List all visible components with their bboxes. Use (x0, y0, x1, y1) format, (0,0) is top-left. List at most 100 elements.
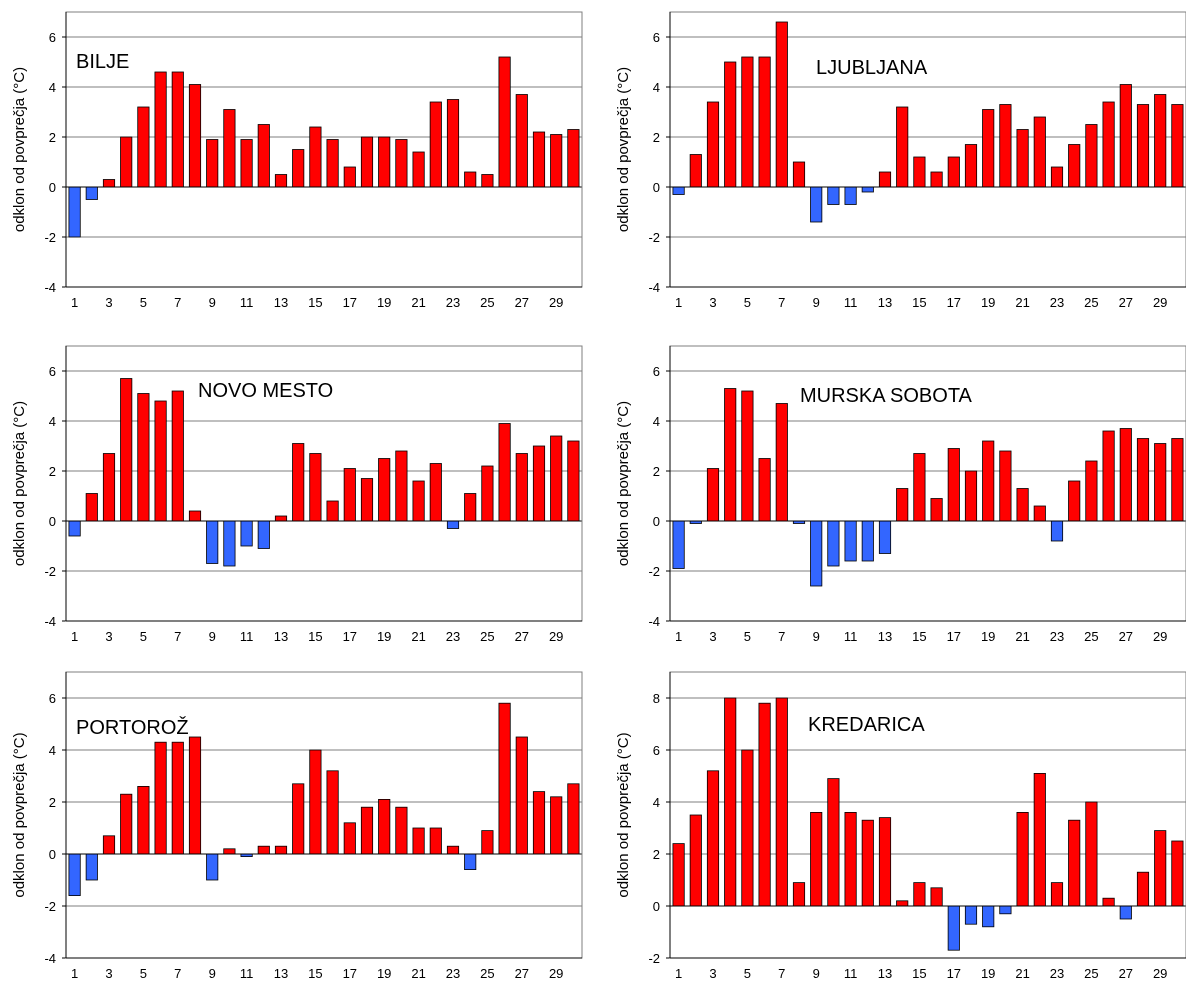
chart-title: KREDARICA (808, 714, 925, 736)
bar-day-30 (567, 783, 580, 855)
x-tick-label: 11 (240, 966, 254, 981)
bar-day-19 (982, 109, 995, 188)
bar-day-25 (1085, 124, 1098, 188)
bar-day-1 (68, 853, 81, 896)
bar-day-12 (861, 819, 874, 907)
bar-day-19 (982, 440, 995, 522)
bar-day-8 (792, 161, 806, 188)
x-tick-label: 29 (549, 295, 563, 310)
bar-day-5 (137, 393, 150, 522)
bar-day-18 (360, 806, 374, 855)
x-tick-label: 11 (844, 966, 858, 981)
bar-day-5 (137, 786, 150, 855)
bar-day-24 (1068, 819, 1081, 907)
x-tick-label: 27 (1119, 966, 1133, 981)
bar-day-22 (429, 101, 442, 188)
x-tick-label: 27 (1119, 629, 1133, 644)
bar-day-24 (464, 171, 477, 188)
bar-day-6 (154, 741, 167, 855)
bar-day-25 (481, 830, 494, 855)
bar-day-10 (223, 848, 236, 855)
y-tick-label: 4 (653, 414, 660, 429)
bar-day-20 (395, 139, 408, 188)
bar-day-22 (1033, 773, 1046, 907)
bar-day-4 (724, 697, 737, 907)
bar-day-16 (930, 498, 943, 522)
bar-day-7 (775, 403, 788, 522)
y-tick-label: 4 (49, 743, 56, 758)
bar-day-23 (446, 520, 460, 529)
x-tick-label: 9 (209, 295, 216, 310)
x-tick-label: 11 (844, 295, 858, 310)
x-tick-label: 23 (446, 629, 460, 644)
bar-day-16 (326, 139, 339, 188)
y-tick-label: 4 (49, 80, 56, 95)
bar-day-19 (378, 458, 391, 522)
y-tick-label: -2 (648, 230, 660, 245)
bar-day-18 (964, 905, 978, 925)
bar-day-8 (188, 84, 202, 188)
bar-day-3 (706, 468, 720, 522)
x-tick-label: 17 (947, 295, 961, 310)
y-tick-label: 4 (49, 414, 56, 429)
bar-day-12 (257, 520, 270, 549)
bar-day-4 (120, 793, 133, 855)
x-tick-label: 17 (947, 966, 961, 981)
chart-title: LJUBLJANA (816, 57, 928, 79)
bar-day-1 (68, 520, 81, 537)
x-tick-label: 29 (1153, 629, 1167, 644)
y-tick-label: 0 (653, 514, 660, 529)
y-tick-label: -4 (44, 614, 56, 629)
bar-day-23 (446, 99, 460, 188)
bar-day-27 (1119, 84, 1132, 188)
bar-day-14 (292, 443, 305, 522)
bar-day-27 (1119, 428, 1132, 522)
bar-day-7 (171, 71, 184, 188)
bar-day-30 (1171, 438, 1184, 522)
bar-day-10 (827, 778, 840, 907)
bar-day-13 (878, 520, 892, 554)
bar-day-8 (792, 882, 806, 907)
bar-day-3 (102, 453, 116, 522)
bar-day-23 (1050, 166, 1064, 188)
x-tick-label: 17 (947, 629, 961, 644)
bar-day-29 (550, 796, 563, 855)
bar-day-7 (171, 741, 184, 855)
bar-day-26 (498, 702, 511, 855)
x-tick-label: 21 (411, 629, 425, 644)
x-tick-label: 29 (549, 966, 563, 981)
y-axis-label: odklon od povprečja (°C) (615, 401, 632, 566)
bar-day-27 (515, 94, 528, 188)
chart-title: BILJE (76, 51, 129, 73)
bar-day-17 (343, 166, 356, 188)
x-tick-label: 19 (377, 966, 391, 981)
bar-day-11 (844, 812, 857, 907)
x-tick-label: 27 (515, 295, 529, 310)
bar-day-21 (412, 827, 425, 855)
x-tick-label: 7 (174, 629, 181, 644)
bar-day-16 (930, 887, 943, 907)
bar-day-26 (498, 56, 511, 188)
x-tick-label: 23 (446, 295, 460, 310)
y-axis-label: odklon od povprečja (°C) (11, 401, 28, 566)
bar-day-22 (1033, 505, 1046, 522)
bar-day-12 (257, 124, 270, 188)
bar-day-6 (758, 458, 771, 522)
bar-day-21 (1016, 129, 1029, 188)
bar-day-9 (810, 520, 823, 587)
bar-day-22 (429, 463, 442, 522)
bar-day-19 (378, 799, 391, 855)
bar-day-29 (550, 134, 563, 188)
y-tick-label: -2 (648, 951, 660, 966)
y-tick-label: -4 (648, 614, 660, 629)
bar-day-1 (672, 186, 685, 195)
y-tick-label: 2 (49, 130, 56, 145)
bar-day-19 (982, 905, 995, 928)
bar-day-4 (120, 378, 133, 522)
bar-day-21 (412, 480, 425, 522)
bar-day-10 (827, 186, 840, 205)
x-tick-label: 7 (174, 966, 181, 981)
bar-day-6 (154, 71, 167, 188)
bar-day-10 (223, 520, 236, 567)
bar-day-8 (188, 510, 202, 522)
